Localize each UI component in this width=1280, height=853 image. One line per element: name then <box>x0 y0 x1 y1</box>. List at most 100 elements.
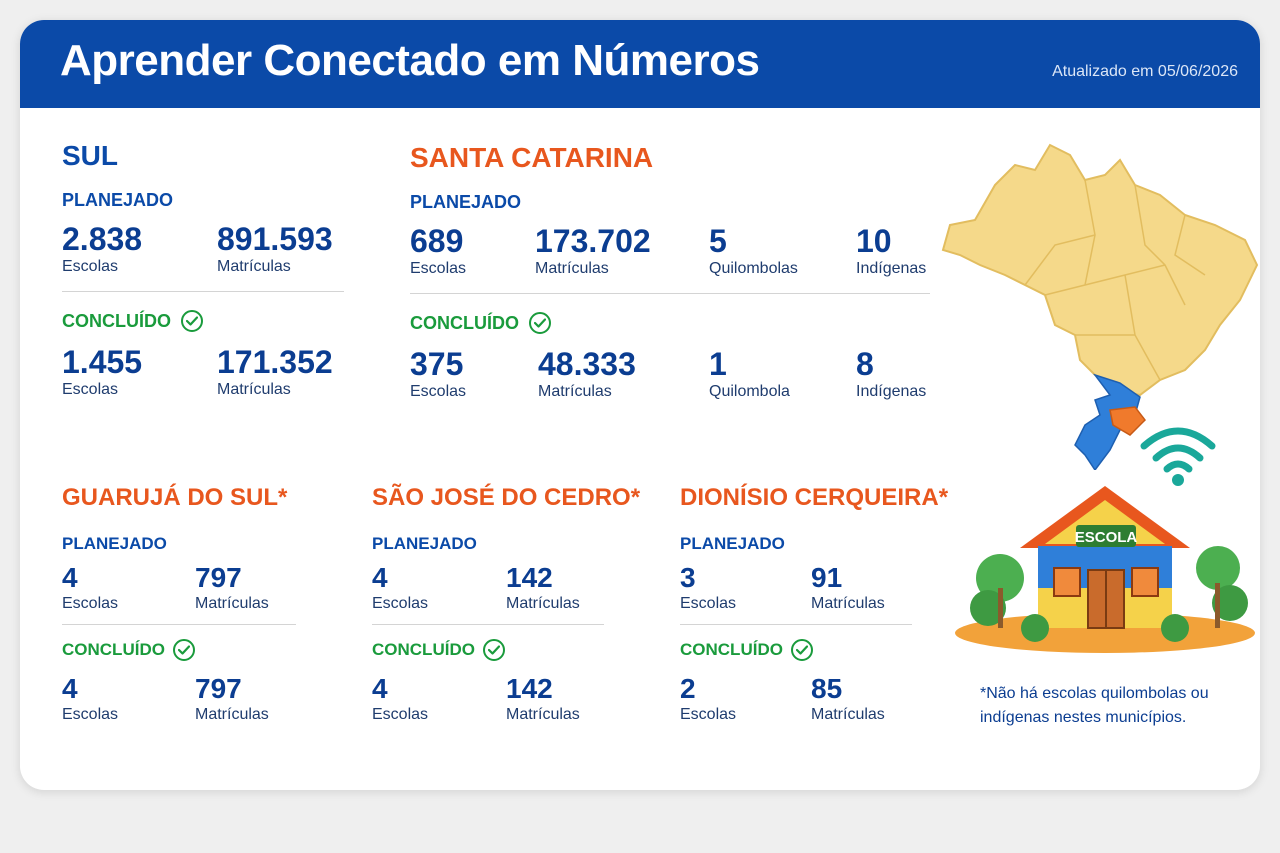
updated-date: Atualizado em 05/06/2026 <box>1052 63 1238 80</box>
stat-label: Escolas <box>62 595 119 612</box>
stat-label: Escolas <box>680 706 737 723</box>
stat-value: 91 <box>811 562 843 593</box>
sul-concluido-escolas: 1.455 Escolas <box>62 344 217 400</box>
sc-concluido-stats: 375 Escolas 48.333 Matrículas 1 Quilombo… <box>410 346 940 402</box>
stat-label: Escolas <box>372 595 429 612</box>
stat-value: 4 <box>372 562 388 593</box>
stat-label: Matrículas <box>195 595 269 612</box>
dashboard-card: Aprender Conectado em Números Atualizado… <box>20 20 1260 790</box>
sc-concluido-label: CONCLUÍDO <box>410 312 940 334</box>
stat-label: Escolas <box>62 706 119 723</box>
stat-value: 4 <box>62 562 78 593</box>
concluido-text: CONCLUÍDO <box>410 312 519 333</box>
planejado-stats: 3 Escolas 91 Matrículas <box>680 562 960 614</box>
planejado-matriculas: 142 Matrículas <box>506 562 580 614</box>
stat-value: 10 <box>856 223 892 259</box>
stat-value: 375 <box>410 346 464 382</box>
sul-concluido-matriculas: 171.352 Matrículas <box>217 344 333 400</box>
stat-label: Escolas <box>62 258 119 275</box>
sul-planejado-escolas: 2.838 Escolas <box>62 221 217 277</box>
stat-label: Escolas <box>410 260 467 277</box>
concluido-stats: 4 Escolas 797 Matrículas <box>62 673 322 725</box>
concluido-text: CONCLUÍDO <box>680 640 783 659</box>
brazil-map-shape <box>941 143 1259 397</box>
sul-concluido-label: CONCLUÍDO <box>62 310 352 332</box>
concluido-matriculas: 797 Matrículas <box>195 673 269 725</box>
sc-planejado-escolas: 689 Escolas <box>410 223 535 279</box>
municipio-dionisio-cerqueira: DIONÍSIO CERQUEIRA* PLANEJADO 3 Escolas … <box>680 484 960 725</box>
check-circle-icon <box>482 639 505 661</box>
check-circle-icon <box>172 639 195 661</box>
concluido-escolas: 2 Escolas <box>680 673 811 725</box>
header-bar: Aprender Conectado em Números Atualizado… <box>20 20 1260 108</box>
santa-catarina-title: SANTA CATARINA <box>410 142 654 173</box>
check-circle-icon <box>529 312 551 334</box>
concluido-label: CONCLUÍDO <box>62 639 322 661</box>
planejado-label: PLANEJADO <box>62 534 167 553</box>
municipio-title: SÃO JOSÉ DO CEDRO* <box>372 484 641 511</box>
santa-catarina-shape <box>1109 406 1146 436</box>
stat-label: Matrículas <box>217 258 291 275</box>
divider <box>62 624 296 625</box>
planejado-escolas: 4 Escolas <box>372 562 506 614</box>
sc-concluido-escolas: 375 Escolas <box>410 346 538 402</box>
sul-title: SUL <box>62 140 118 171</box>
stat-value: 85 <box>811 673 843 704</box>
divider <box>372 624 604 625</box>
stat-value: 171.352 <box>217 344 333 380</box>
divider <box>410 293 930 294</box>
stat-value: 142 <box>506 673 553 704</box>
school-building-illustration: ESCOLA <box>955 486 1255 653</box>
planejado-stats: 4 Escolas 142 Matrículas <box>372 562 632 614</box>
stat-value: 3 <box>680 562 696 593</box>
sul-section: SUL PLANEJADO 2.838 Escolas 891.593 Matr… <box>62 140 352 400</box>
stat-label: Matrículas <box>538 383 612 400</box>
stat-value: 48.333 <box>538 346 636 382</box>
divider <box>62 291 344 292</box>
sc-planejado-label: PLANEJADO <box>410 192 522 212</box>
concluido-escolas: 4 Escolas <box>62 673 195 725</box>
planejado-escolas: 3 Escolas <box>680 562 811 614</box>
municipio-title: DIONÍSIO CERQUEIRA* <box>680 484 949 511</box>
sc-planejado-indigenas: 10 Indígenas <box>856 223 926 279</box>
concluido-matriculas: 85 Matrículas <box>811 673 885 725</box>
stat-value: 1 <box>709 346 727 382</box>
stat-label: Matrículas <box>811 706 885 723</box>
stat-label: Indígenas <box>856 383 927 400</box>
planejado-escolas: 4 Escolas <box>62 562 195 614</box>
municipio-sao-jose-do-cedro: SÃO JOSÉ DO CEDRO* PLANEJADO 4 Escolas 1… <box>372 484 641 725</box>
planejado-matriculas: 91 Matrículas <box>811 562 885 614</box>
sc-planejado-quilombolas: 5 Quilombolas <box>709 223 856 279</box>
concluido-escolas: 4 Escolas <box>372 673 506 725</box>
page-title: Aprender Conectado em Números <box>60 36 760 85</box>
municipio-title: GUARUJÁ DO SUL* <box>62 484 288 511</box>
stat-label: Quilombola <box>709 383 790 400</box>
planejado-matriculas: 797 Matrículas <box>195 562 269 614</box>
stat-label: Quilombolas <box>709 260 798 277</box>
santa-catarina-section: SANTA CATARINA PLANEJADO 689 Escolas 173… <box>410 142 940 402</box>
sc-planejado-stats: 689 Escolas 173.702 Matrículas 5 Quilomb… <box>410 223 940 279</box>
stat-value: 142 <box>506 562 553 593</box>
stat-value: 689 <box>410 223 464 259</box>
stat-value: 797 <box>195 562 242 593</box>
stat-label: Matrículas <box>506 706 580 723</box>
brazil-map-illustration <box>941 143 1259 470</box>
planejado-label: PLANEJADO <box>372 534 477 553</box>
planejado-label: PLANEJADO <box>680 534 785 553</box>
concluido-text: CONCLUÍDO <box>62 640 165 659</box>
stat-label: Matrículas <box>195 706 269 723</box>
sc-concluido-quilombola: 1 Quilombola <box>709 346 856 402</box>
stat-label: Escolas <box>372 706 429 723</box>
stat-value: 2 <box>680 673 696 704</box>
wifi-icon <box>1140 427 1216 486</box>
stat-label: Escolas <box>680 595 737 612</box>
stat-label: Escolas <box>410 383 467 400</box>
stat-label: Indígenas <box>856 260 927 277</box>
concluido-matriculas: 142 Matrículas <box>506 673 580 725</box>
stat-value: 173.702 <box>535 223 651 259</box>
concluido-text: CONCLUÍDO <box>62 310 171 331</box>
divider <box>680 624 912 625</box>
stat-value: 891.593 <box>217 221 333 257</box>
sul-planejado-label: PLANEJADO <box>62 190 174 210</box>
stat-value: 2.838 <box>62 221 143 257</box>
